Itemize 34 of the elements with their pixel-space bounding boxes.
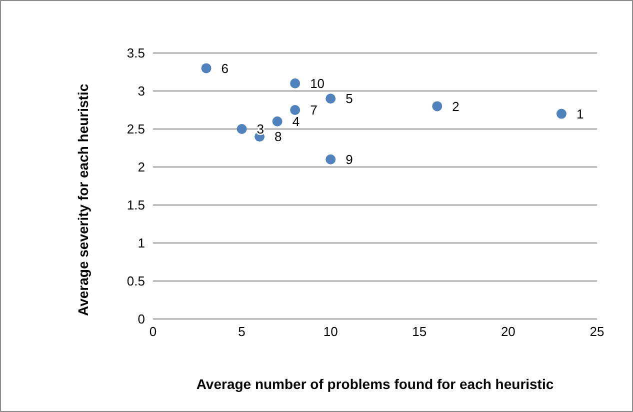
point	[201, 63, 212, 74]
annotation: 6	[221, 60, 229, 76]
x-tick-label: 20	[500, 324, 516, 340]
annotation: 5	[346, 91, 353, 106]
x-tick-label: 5	[238, 324, 246, 340]
annotation: 9	[346, 152, 353, 168]
point	[236, 124, 247, 134]
y-tick-label: 1.5	[126, 198, 145, 213]
point	[326, 94, 336, 104]
annotation: 7	[310, 102, 318, 118]
point	[556, 108, 566, 119]
x-tick-label: 0	[149, 324, 157, 340]
x-tick-label: 10	[323, 324, 338, 340]
annotation: 8	[274, 129, 282, 144]
x-tick-label: 25	[590, 324, 604, 340]
y-axis-title: Average severity for each heuristic	[74, 84, 91, 316]
point	[272, 116, 282, 126]
x-axis-title: Average number of problems found for each heuristic	[196, 376, 554, 392]
annotation: 4	[292, 114, 300, 130]
y-tick-label: 2	[138, 160, 145, 175]
y-tick-label: 3.5	[126, 46, 145, 61]
point	[432, 101, 442, 112]
point	[326, 154, 336, 164]
y-tick-label: 0	[138, 312, 145, 327]
annotation: 10	[310, 76, 325, 92]
y-tick-label: 0.5	[126, 274, 145, 289]
point	[290, 105, 300, 115]
y-tick-label: 3	[138, 84, 145, 99]
point	[290, 78, 300, 88]
annotation: 1	[576, 106, 584, 122]
y-tick-label: 2.5	[126, 122, 145, 137]
annotation: 2	[452, 98, 460, 114]
x-tick-label: 15	[412, 324, 427, 340]
y-tick-label: 1	[138, 236, 145, 251]
